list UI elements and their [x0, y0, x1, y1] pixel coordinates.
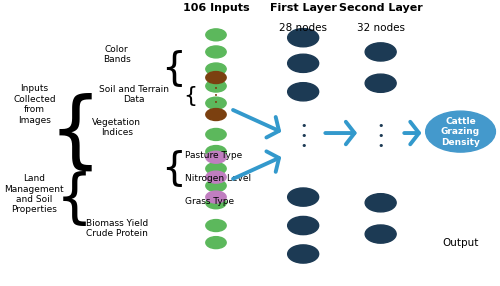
Text: 106 Inputs: 106 Inputs — [182, 3, 250, 13]
Text: 28 nodes: 28 nodes — [279, 23, 327, 33]
Circle shape — [288, 245, 318, 263]
Text: $\{$: $\{$ — [182, 84, 196, 108]
Circle shape — [426, 111, 496, 152]
Circle shape — [206, 63, 226, 75]
Circle shape — [206, 46, 226, 58]
Text: Cattle
Grazing
Density: Cattle Grazing Density — [441, 117, 480, 146]
Circle shape — [206, 72, 226, 84]
Circle shape — [206, 197, 226, 209]
Circle shape — [206, 171, 226, 183]
Circle shape — [206, 220, 226, 231]
Circle shape — [288, 54, 318, 72]
Text: 32 nodes: 32 nodes — [356, 23, 405, 33]
Circle shape — [206, 163, 226, 174]
Text: •
•
•: • • • — [300, 121, 306, 151]
Text: $\{$: $\{$ — [162, 49, 184, 90]
Text: •
•
•: • • • — [378, 121, 384, 151]
Circle shape — [206, 191, 226, 203]
Circle shape — [206, 80, 226, 92]
Text: Color
Bands: Color Bands — [103, 45, 130, 64]
Text: $\{$: $\{$ — [162, 148, 184, 189]
Text: Pasture Type: Pasture Type — [184, 151, 242, 160]
Text: Vegetation
Indices: Vegetation Indices — [92, 118, 141, 137]
Circle shape — [206, 29, 226, 41]
Text: Second Layer: Second Layer — [339, 3, 422, 13]
Circle shape — [288, 29, 318, 47]
Circle shape — [206, 146, 226, 158]
Text: $\{$: $\{$ — [55, 169, 86, 228]
Circle shape — [288, 83, 318, 101]
Circle shape — [206, 97, 226, 109]
Text: Nitrogen Level: Nitrogen Level — [184, 174, 250, 183]
Circle shape — [206, 180, 226, 192]
Circle shape — [206, 128, 226, 140]
Circle shape — [365, 225, 396, 243]
Circle shape — [206, 151, 226, 163]
Circle shape — [288, 217, 318, 235]
Text: Inputs
Collected
from
Images: Inputs Collected from Images — [13, 84, 56, 125]
Circle shape — [206, 237, 226, 249]
Text: Biomass Yield
Crude Protein: Biomass Yield Crude Protein — [86, 219, 148, 238]
Text: Soil and Terrain
Data: Soil and Terrain Data — [98, 85, 168, 104]
Circle shape — [365, 43, 396, 61]
Text: Grass Type: Grass Type — [184, 197, 234, 206]
Circle shape — [206, 109, 226, 120]
Text: First Layer: First Layer — [270, 3, 336, 13]
Circle shape — [288, 188, 318, 206]
Circle shape — [365, 194, 396, 212]
Text: $\{$: $\{$ — [48, 92, 93, 174]
Text: Output: Output — [442, 238, 478, 248]
Text: Land
Management
and Soil
Properties: Land Management and Soil Properties — [4, 174, 64, 214]
Text: •
•
•: • • • — [214, 86, 218, 106]
Circle shape — [365, 74, 396, 92]
